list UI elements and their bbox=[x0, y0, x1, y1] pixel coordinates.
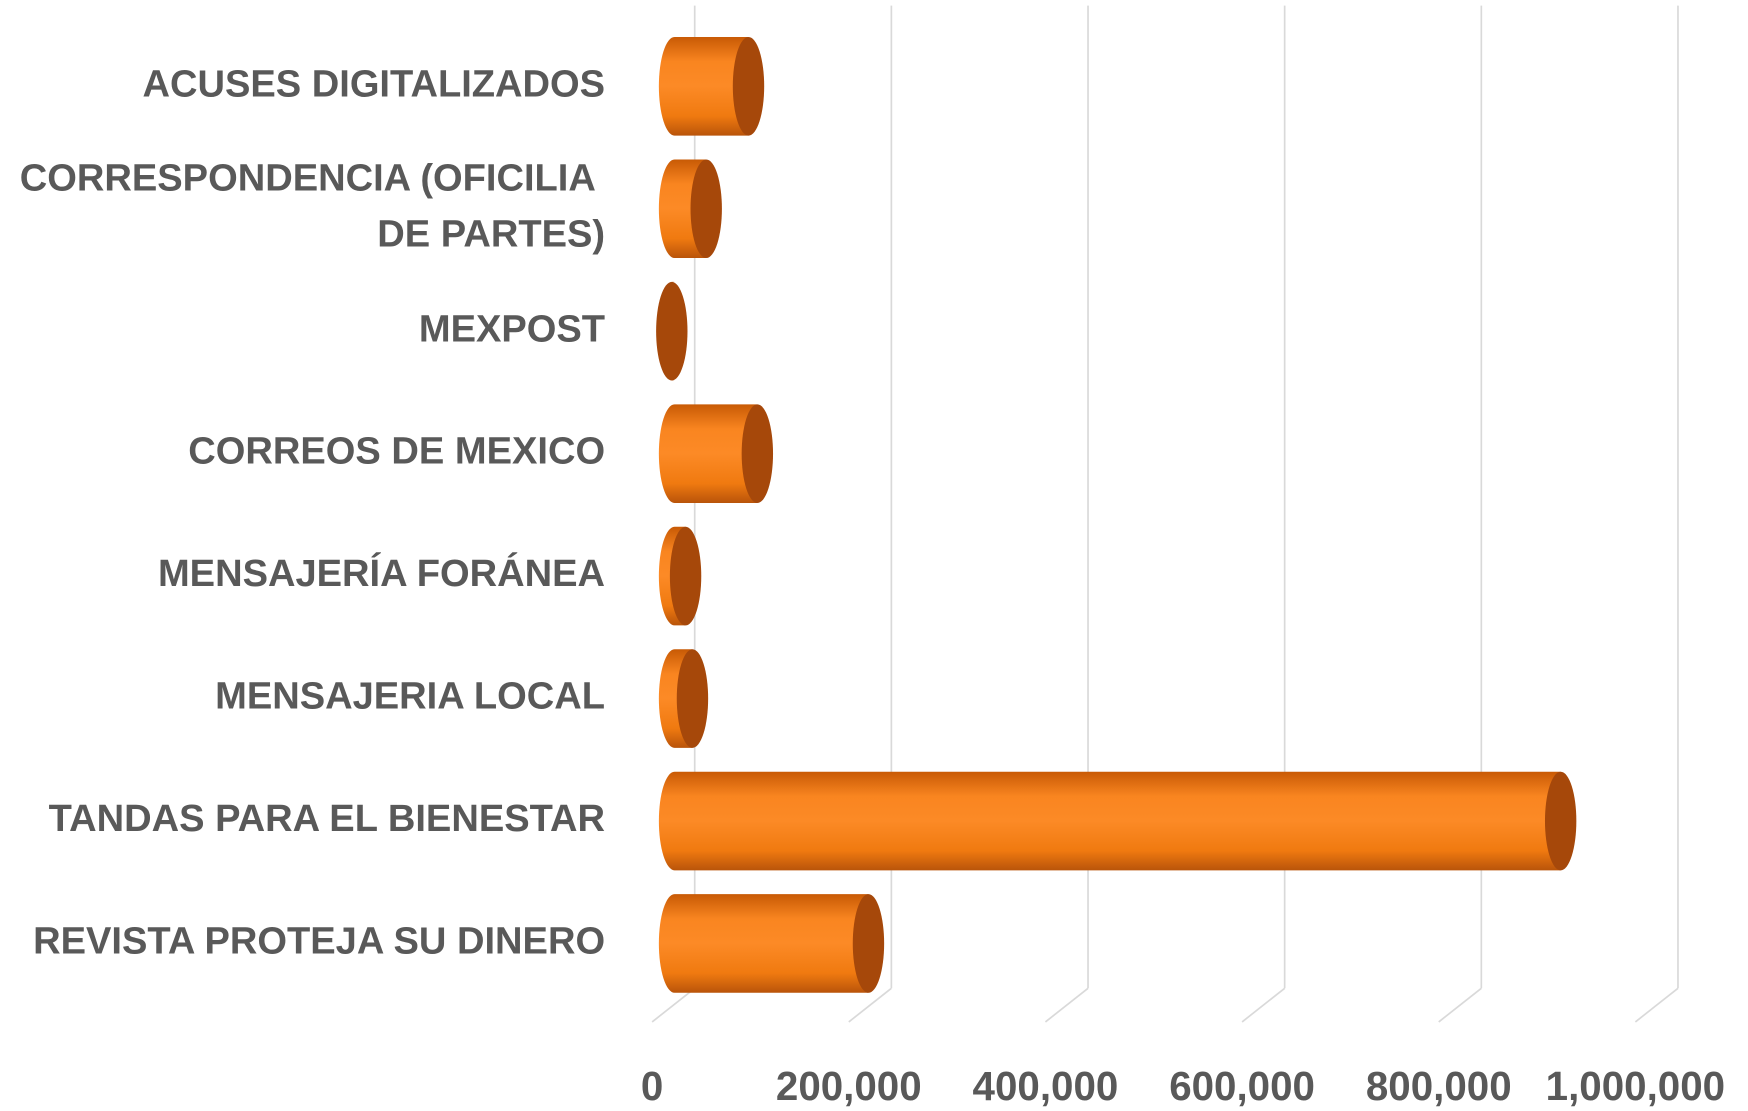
bar-cap bbox=[732, 36, 765, 136]
bar bbox=[658, 649, 709, 748]
x-tick-label: 800,000 bbox=[1366, 1063, 1512, 1109]
bar bbox=[658, 404, 774, 503]
bar bbox=[658, 159, 722, 259]
x-tick-label: 400,000 bbox=[973, 1063, 1119, 1109]
x-tick-label: 600,000 bbox=[1169, 1063, 1315, 1109]
x-tick-label: 1,000,000 bbox=[1546, 1063, 1725, 1109]
x-tick-label: 200,000 bbox=[776, 1063, 922, 1109]
grid-floor-line bbox=[1438, 987, 1482, 1023]
grid-floor-line bbox=[1044, 987, 1089, 1023]
bar bbox=[658, 36, 765, 136]
category-label: REVISTA PROTEJA SU DINERO bbox=[33, 921, 605, 963]
grid-floor-line bbox=[651, 987, 696, 1023]
bar-cap bbox=[852, 894, 885, 993]
bar-cap bbox=[690, 159, 722, 259]
category-label: MENSAJERIA LOCAL bbox=[215, 676, 605, 718]
category-label: CORREOS DE MEXICO bbox=[188, 431, 605, 473]
bar bbox=[658, 894, 885, 993]
category-label: CORRESPONDENCIA (OFICILIA DE PARTES) bbox=[20, 158, 605, 256]
grid-floor-line bbox=[1634, 987, 1679, 1023]
category-label: MEXPOST bbox=[419, 308, 605, 350]
category-label: MENSAJERÍA FORÁNEA bbox=[158, 551, 605, 595]
bar-cap bbox=[741, 404, 774, 503]
bar bbox=[656, 281, 688, 381]
bar-body bbox=[658, 404, 758, 503]
grid-floor-line bbox=[848, 987, 892, 1023]
bar-cap bbox=[1544, 771, 1577, 871]
bar-body bbox=[658, 894, 869, 993]
bar-cap bbox=[669, 526, 702, 626]
grid-floor-line bbox=[1241, 987, 1286, 1023]
bar-cap bbox=[656, 281, 688, 381]
bar bbox=[658, 526, 702, 626]
bar-body bbox=[658, 36, 749, 136]
category-label: TANDAS PARA EL BIENESTAR bbox=[49, 798, 605, 840]
bar-cap bbox=[676, 649, 709, 748]
bar bbox=[658, 771, 1577, 871]
bar-body bbox=[658, 771, 1561, 871]
category-label: ACUSES DIGITALIZADOS bbox=[142, 63, 605, 105]
x-tick-label: 0 bbox=[641, 1063, 663, 1109]
